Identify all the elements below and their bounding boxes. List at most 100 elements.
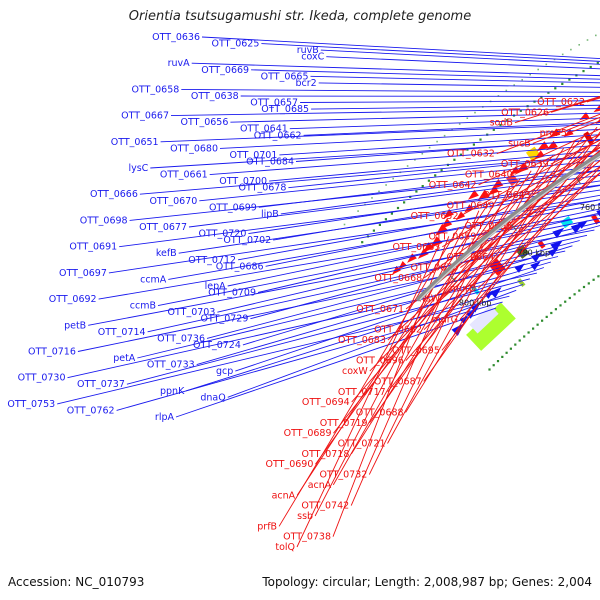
forward-gene-label[interactable]: rlpA <box>155 412 175 423</box>
reverse-gene-label[interactable]: OTT_0732 <box>319 470 367 481</box>
forward-gene-label[interactable]: OTT_0716 <box>28 347 76 358</box>
forward-gene-label[interactable]: bcr2 <box>295 78 316 89</box>
forward-gene-label[interactable]: ruvA <box>168 58 191 69</box>
reverse-gene-label[interactable]: OTT_0738 <box>283 532 331 543</box>
forward-gene-label[interactable]: OTT_0729 <box>201 314 249 325</box>
reverse-gene-label[interactable]: OTT_0689 <box>284 428 332 439</box>
forward-gene-label[interactable]: OTT_0700 <box>219 176 267 187</box>
reverse-gene-label[interactable]: OTT_0632 <box>447 149 495 160</box>
forward-gene-label[interactable]: OTT_0662 <box>254 130 302 141</box>
reverse-gene-label[interactable]: murD <box>450 283 477 294</box>
forward-gene-label[interactable]: OTT_0701 <box>230 150 278 161</box>
forward-gene-label[interactable]: OTT_0667 <box>121 111 169 122</box>
forward-gene-label[interactable]: OTT_0685 <box>261 104 309 115</box>
reverse-gene-label[interactable]: OTT_0696 <box>356 356 404 367</box>
forward-gene-label[interactable]: petB <box>64 320 86 331</box>
reverse-gene-label[interactable]: OTT_0655 <box>465 221 513 232</box>
forward-gene-label[interactable]: ruvB <box>297 45 319 56</box>
reverse-gene-label[interactable]: OTT_0687 <box>374 376 422 387</box>
forward-gene-label[interactable]: OTT_0638 <box>191 91 239 102</box>
forward-gene-label[interactable]: OTT_0714 <box>98 327 146 338</box>
forward-gene-label[interactable]: OTT_0677 <box>139 222 187 233</box>
reverse-gene-label[interactable]: ftsW <box>419 294 441 305</box>
forward-gene-label[interactable]: OTT_0762 <box>67 405 115 416</box>
forward-gene-label[interactable]: OTT_0691 <box>69 242 117 253</box>
reverse-gene-label[interactable]: OTT_0688 <box>356 408 404 419</box>
forward-gene-label[interactable]: gcp <box>216 366 233 377</box>
forward-gene-label[interactable]: OTT_0703 <box>168 307 216 318</box>
forward-gene-label[interactable]: OTT_0670 <box>149 196 197 207</box>
reverse-gene-label[interactable]: coxW <box>342 366 368 377</box>
reverse-gene-label[interactable]: OTT_0659 <box>429 232 477 243</box>
forward-gene-label[interactable]: ccmA <box>140 274 167 285</box>
forward-gene-label[interactable]: OTT_0678 <box>239 183 287 194</box>
reverse-gene-label[interactable]: OTT_0622 <box>537 97 585 108</box>
forward-gene-label[interactable]: OTT_0699 <box>209 202 257 213</box>
reverse-gene-label[interactable]: OTT_0640 <box>465 169 513 180</box>
forward-gene-label[interactable]: OTT_0657 <box>250 98 298 109</box>
reverse-gene-label[interactable]: OTT_0663 <box>392 242 440 253</box>
forward-gene-label[interactable]: OTT_0730 <box>18 373 66 384</box>
reverse-gene-label[interactable]: OTT_0694 <box>302 397 350 408</box>
forward-gene-label[interactable]: OTT_0702 <box>223 235 271 246</box>
forward-gene-label[interactable]: dnaQ <box>200 392 225 403</box>
reverse-gene-label[interactable]: sucB <box>508 138 531 149</box>
reverse-gene-label[interactable]: OTT_0690 <box>266 459 314 470</box>
reverse-gene-label[interactable]: murG <box>431 314 458 325</box>
reverse-gene-label[interactable]: OTT_0719 <box>320 418 368 429</box>
forward-gene-label[interactable]: OTT_0666 <box>90 189 138 200</box>
forward-gene-label[interactable]: lysC <box>128 163 148 174</box>
reverse-gene-label[interactable]: OTT_0639 <box>501 159 549 170</box>
forward-gene-label[interactable]: ccmB <box>130 301 156 312</box>
forward-gene-label[interactable]: OTT_0709 <box>208 288 256 299</box>
reverse-gene-label[interactable]: ssb <box>297 511 313 522</box>
reverse-gene-label[interactable]: proP5 <box>540 128 567 139</box>
reverse-gene-label[interactable]: OTT_0676 <box>410 263 458 274</box>
forward-gene-label[interactable]: OTT_0665 <box>261 71 309 82</box>
forward-gene-label[interactable]: OTT_0658 <box>131 84 179 95</box>
forward-gene-label[interactable]: OTT_0661 <box>160 170 208 181</box>
reverse-gene-label[interactable]: OTT_0695 <box>392 345 440 356</box>
reverse-gene-label[interactable]: OTT_0626 <box>501 107 549 118</box>
forward-gene-label[interactable]: OTT_0720 <box>199 229 247 240</box>
reverse-gene-label[interactable]: OTT_0717 <box>338 387 386 398</box>
forward-gene-label[interactable]: kefB <box>156 248 177 259</box>
forward-gene-label[interactable]: OTT_0651 <box>111 137 159 148</box>
reverse-gene-label[interactable]: tolQ <box>275 542 295 553</box>
forward-gene-label[interactable]: OTT_0684 <box>246 157 294 168</box>
reverse-gene-label[interactable]: OTT_0642 <box>429 180 477 191</box>
forward-gene-label[interactable]: OTT_0625 <box>212 39 260 50</box>
reverse-gene-label[interactable]: acnA <box>272 490 296 501</box>
forward-gene-label[interactable]: OTT_0692 <box>49 294 97 305</box>
forward-gene-label[interactable]: OTT_0724 <box>193 340 241 351</box>
forward-gene-label[interactable]: ppnK <box>160 386 185 397</box>
reverse-gene-label[interactable]: prfB <box>257 521 277 532</box>
reverse-gene-label[interactable]: OTT_0721 <box>338 439 386 450</box>
forward-gene-label[interactable]: OTT_0737 <box>77 379 125 390</box>
forward-gene-label[interactable]: OTT_0680 <box>170 143 218 154</box>
forward-gene-label[interactable]: OTT_0669 <box>201 65 249 76</box>
forward-gene-label[interactable]: OTT_0641 <box>240 124 288 135</box>
forward-gene-label[interactable]: coxC <box>301 52 324 63</box>
reverse-gene-label[interactable]: OTT_0742 <box>301 501 349 512</box>
reverse-gene-label[interactable]: OTT_0718 <box>302 449 350 460</box>
forward-gene-label[interactable]: OTT_0697 <box>59 268 107 279</box>
reverse-gene-label[interactable]: OTT_0649 <box>447 201 495 212</box>
forward-gene-label[interactable]: OTT_0636 <box>152 32 200 43</box>
forward-gene-label[interactable]: OTT_0733 <box>147 360 195 371</box>
reverse-gene-label[interactable]: OTT_0652 <box>411 211 459 222</box>
reverse-gene-label[interactable]: OTT_0664 <box>446 252 494 263</box>
reverse-gene-label[interactable]: OTT_0671 <box>356 304 404 315</box>
forward-gene-label[interactable]: OTT_0656 <box>181 117 229 128</box>
forward-gene-label[interactable]: OTT_0753 <box>7 399 55 410</box>
forward-gene-label[interactable]: lipB <box>261 209 279 220</box>
reverse-gene-label[interactable]: sodB <box>490 118 513 129</box>
reverse-gene-label[interactable]: OTT_0682 <box>374 325 422 336</box>
forward-gene-label[interactable]: OTT_0698 <box>80 215 128 226</box>
reverse-gene-label[interactable]: OTT_0683 <box>338 335 386 346</box>
forward-gene-label[interactable]: OTT_0736 <box>157 333 205 344</box>
reverse-gene-label[interactable]: OTT_0643 <box>483 190 531 201</box>
forward-gene-label[interactable]: OTT_0712 <box>188 255 236 266</box>
